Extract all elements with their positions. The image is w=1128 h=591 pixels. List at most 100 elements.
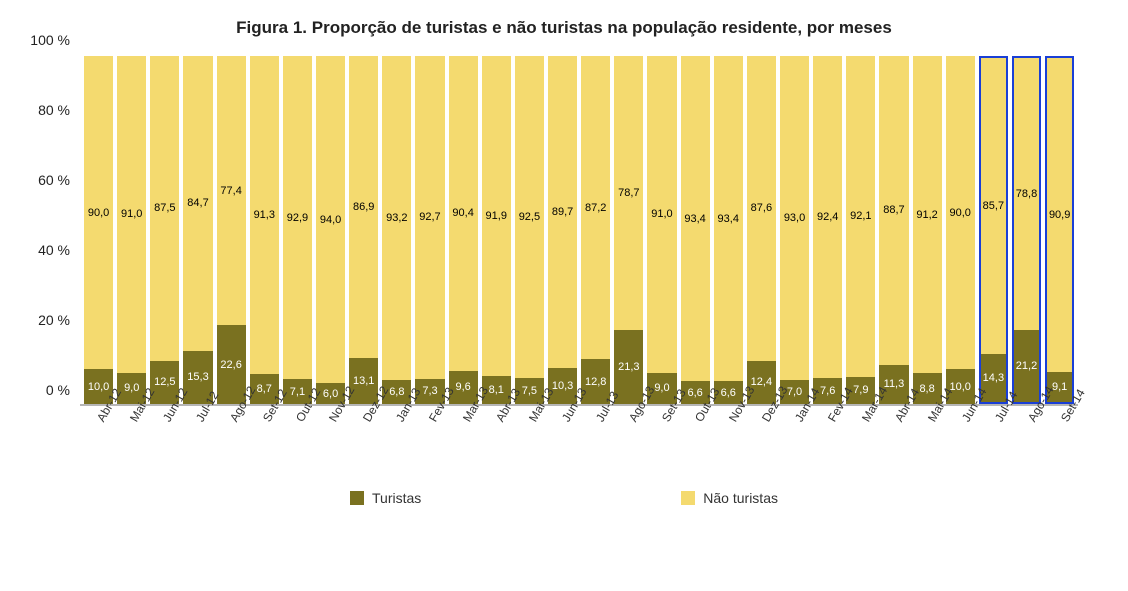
segment-label: 87,5 bbox=[154, 202, 175, 214]
segment-nao-turistas: 86,9 bbox=[349, 56, 378, 358]
segment-label: 92,5 bbox=[519, 211, 540, 223]
legend-label: Turistas bbox=[372, 490, 421, 506]
segment-nao-turistas: 87,5 bbox=[150, 56, 179, 361]
y-axis-labels: 0 %20 %40 %60 %80 %100 % bbox=[20, 56, 80, 406]
bar: 92,9 7,1 bbox=[281, 56, 314, 404]
x-tick-label: Fev-14 bbox=[812, 406, 845, 486]
segment-label: 91,2 bbox=[916, 209, 937, 221]
x-tick-label: Jan-14 bbox=[779, 406, 812, 486]
segment-label: 7,5 bbox=[522, 385, 537, 397]
segment-label: 7,1 bbox=[290, 386, 305, 398]
segment-label: 8,7 bbox=[257, 383, 272, 395]
bar: 89,710,3 bbox=[546, 56, 579, 404]
bar: 85,7 14,3 bbox=[977, 56, 1010, 404]
segment-nao-turistas: 90,9 bbox=[1045, 56, 1074, 372]
legend-item: Não turistas bbox=[681, 490, 778, 506]
bar: 78,8 21,2 bbox=[1010, 56, 1043, 404]
legend-swatch bbox=[350, 491, 364, 505]
segment-label: 7,9 bbox=[853, 384, 868, 396]
segment-label: 92,9 bbox=[287, 212, 308, 224]
segment-label: 8,1 bbox=[489, 384, 504, 396]
segment-label: 91,9 bbox=[486, 210, 507, 222]
segment-label: 15,3 bbox=[187, 371, 208, 383]
segment-label: 90,0 bbox=[88, 207, 109, 219]
segment-nao-turistas: 92,7 bbox=[415, 56, 444, 379]
segment-label: 22,6 bbox=[220, 359, 241, 371]
bar: 84,7 15,3 bbox=[181, 56, 214, 404]
segment-label: 88,7 bbox=[883, 204, 904, 216]
bar: 90,0 10,0 bbox=[82, 56, 115, 404]
x-tick-label: Set-14 bbox=[1045, 406, 1078, 486]
bar: 87,612,4 bbox=[745, 56, 778, 404]
x-tick-label: Nov-12 bbox=[313, 406, 346, 486]
x-tick-label: Jun-12 bbox=[147, 406, 180, 486]
segment-nao-turistas: 78,8 bbox=[1012, 56, 1041, 330]
x-tick-label: Abr-12 bbox=[80, 406, 113, 486]
y-tick-label: 0 % bbox=[46, 382, 70, 398]
legend: Turistas Não turistas bbox=[20, 490, 1108, 506]
segment-label: 6,6 bbox=[687, 387, 702, 399]
x-tick-label: Jun-13 bbox=[546, 406, 579, 486]
segment-label: 21,2 bbox=[1016, 360, 1037, 372]
bar: 93,07,0 bbox=[778, 56, 811, 404]
bar: 93,46,6 bbox=[679, 56, 712, 404]
segment-label: 9,0 bbox=[654, 382, 669, 394]
segment-nao-turistas: 77,4 bbox=[217, 56, 246, 325]
segment-label: 92,1 bbox=[850, 210, 871, 222]
x-tick-label: Abr-13 bbox=[479, 406, 512, 486]
bar: 90,99,1 bbox=[1043, 56, 1076, 404]
x-tick-label: Abr-14 bbox=[878, 406, 911, 486]
segment-nao-turistas: 88,7 bbox=[879, 56, 908, 365]
plot-area: 90,010,091,09,087,512,584,715,377,422,69… bbox=[80, 56, 1078, 406]
segment-nao-turistas: 85,7 bbox=[979, 56, 1008, 354]
segment-nao-turistas: 87,6 bbox=[747, 56, 776, 361]
segment-nao-turistas: 78,7 bbox=[614, 56, 643, 330]
segment-nao-turistas: 91,3 bbox=[250, 56, 279, 374]
segment-label: 7,3 bbox=[422, 385, 437, 397]
segment-nao-turistas: 84,7 bbox=[183, 56, 212, 351]
bar: 77,4 22,6 bbox=[215, 56, 248, 404]
bars-container: 90,010,091,09,087,512,584,715,377,422,69… bbox=[80, 56, 1078, 404]
x-tick-label: Mar-14 bbox=[845, 406, 878, 486]
segment-label: 10,0 bbox=[88, 381, 109, 393]
bar: 87,212,8 bbox=[579, 56, 612, 404]
segment-nao-turistas: 92,5 bbox=[515, 56, 544, 378]
x-tick-label: Fev-13 bbox=[413, 406, 446, 486]
chart-container: 0 %20 %40 %60 %80 %100 % 90,010,091,09,0… bbox=[20, 56, 1108, 486]
x-tick-label: Ago-13 bbox=[612, 406, 645, 486]
segment-label: 6,6 bbox=[721, 387, 736, 399]
y-tick-label: 80 % bbox=[38, 102, 70, 118]
x-tick-label: Jul-13 bbox=[579, 406, 612, 486]
bar: 91,09,0 bbox=[115, 56, 148, 404]
bar: 78,7 21,3 bbox=[612, 56, 645, 404]
segment-label: 6,8 bbox=[389, 386, 404, 398]
segment-label: 93,4 bbox=[718, 213, 739, 225]
bar: 91,9 8,1 bbox=[480, 56, 513, 404]
bar: 94,06,0 bbox=[314, 56, 347, 404]
bar: 87,512,5 bbox=[148, 56, 181, 404]
legend-item: Turistas bbox=[350, 490, 421, 506]
chart-title: Figura 1. Proporção de turistas e não tu… bbox=[20, 18, 1108, 38]
segment-label: 91,3 bbox=[254, 209, 275, 221]
segment-label: 93,0 bbox=[784, 212, 805, 224]
bar: 92,5 7,5 bbox=[513, 56, 546, 404]
segment-label: 9,6 bbox=[455, 381, 470, 393]
x-tick-label: Dez-13 bbox=[745, 406, 778, 486]
segment-label: 84,7 bbox=[187, 197, 208, 209]
segment-label: 21,3 bbox=[618, 361, 639, 373]
segment-nao-turistas: 91,9 bbox=[482, 56, 511, 376]
segment-label: 14,3 bbox=[983, 372, 1004, 384]
x-tick-label: Nov-13 bbox=[712, 406, 745, 486]
segment-nao-turistas: 94,0 bbox=[316, 56, 345, 383]
segment-nao-turistas: 90,0 bbox=[946, 56, 975, 369]
segment-nao-turistas: 93,4 bbox=[714, 56, 743, 381]
segment-label: 7,6 bbox=[820, 385, 835, 397]
legend-swatch bbox=[681, 491, 695, 505]
segment-nao-turistas: 92,1 bbox=[846, 56, 875, 377]
segment-label: 91,0 bbox=[121, 208, 142, 220]
x-tick-label: Jan-13 bbox=[379, 406, 412, 486]
y-tick-label: 20 % bbox=[38, 312, 70, 328]
x-tick-label: Jul-14 bbox=[978, 406, 1011, 486]
x-tick-label: Mai-14 bbox=[912, 406, 945, 486]
segment-label: 12,8 bbox=[585, 376, 606, 388]
